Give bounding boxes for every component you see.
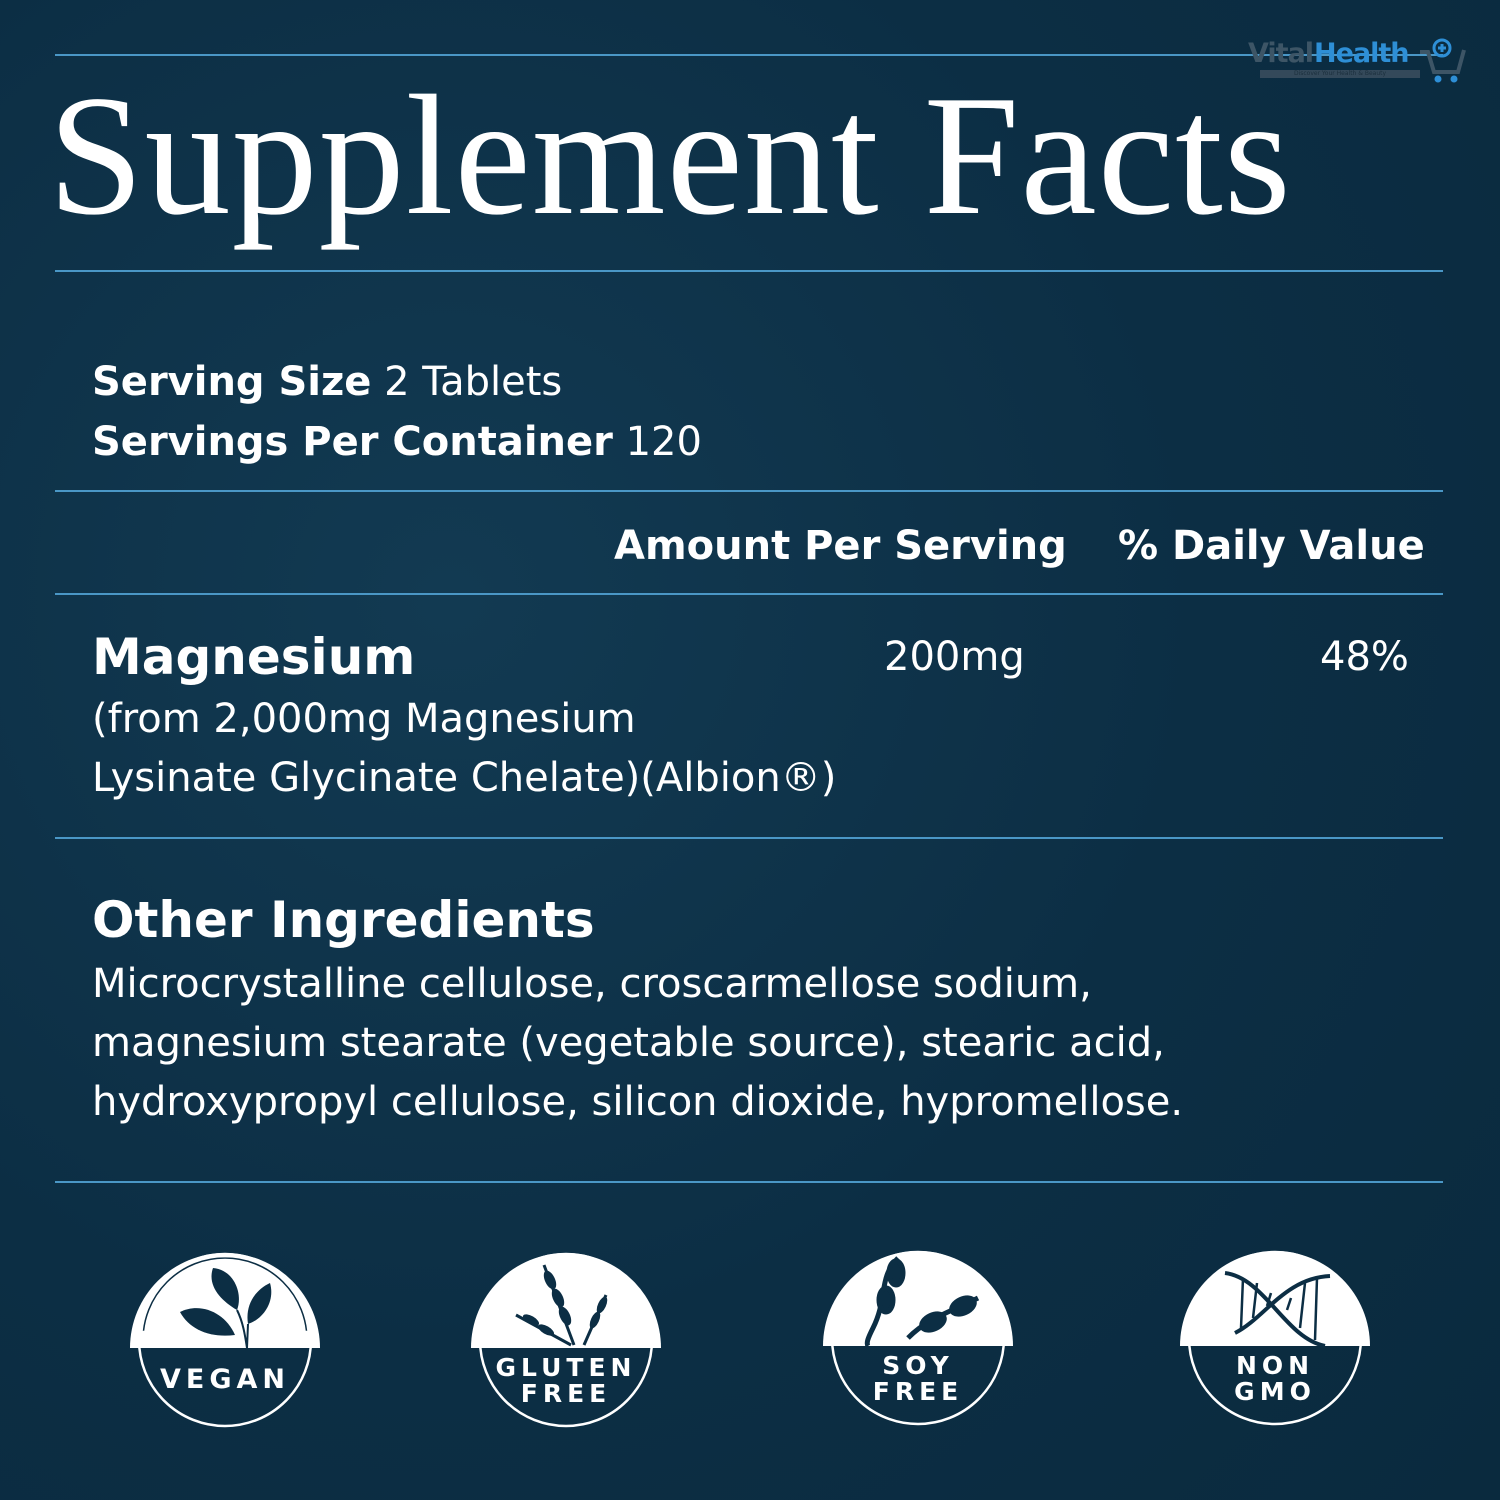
divider [55,490,1443,492]
divider [55,1181,1443,1183]
vegan-badge: VEGAN [125,1240,325,1440]
nutrient-amount: 200mg [884,634,1025,680]
nutrient-detail: Lysinate Glycinate Chelate)(Albion®) [92,755,837,801]
wheat-icon [515,1264,608,1347]
cart-plus-icon [1420,38,1466,83]
dna-icon [1224,1271,1331,1348]
badge-label: GMO [1234,1377,1316,1406]
nutrient-daily-value: 48% [1320,634,1409,680]
servings-per-container-value: 120 [625,419,702,465]
other-ingredients-line: magnesium stearate (vegetable source), s… [92,1020,1165,1066]
divider [55,837,1443,839]
serving-size: Serving Size 2 Tablets [92,362,562,402]
leaf-icon [180,1268,272,1349]
badge-label: FREE [521,1379,611,1408]
badge-label: FREE [873,1377,963,1406]
badge-label: GLUTEN [496,1353,637,1382]
non-gmo-badge: NON GMO [1175,1238,1375,1438]
divider [55,270,1443,272]
divider [55,593,1443,595]
divider [55,54,1443,56]
page-title: Supplement Facts [48,61,1292,251]
header-amount-per-serving: Amount Per Serving [614,523,1067,569]
nutrient-name: Magnesium [92,628,416,686]
nutrient-detail: (from 2,000mg Magnesium [92,696,636,742]
vitalhealth-logo: Vital Health Discover Your Health & Beau… [1248,38,1473,84]
gluten-free-badge: GLUTEN FREE [466,1240,666,1440]
soybean-icon [864,1256,980,1348]
servings-per-container-label: Servings Per Container [92,419,613,465]
logo-text-vital: Vital [1248,38,1314,69]
badge-label: NON [1236,1351,1314,1380]
logo-tagline: Discover Your Health & Beauty [1260,70,1420,78]
soy-free-badge: SOY FREE [818,1238,1018,1438]
badge-label: VEGAN [160,1364,290,1395]
other-ingredients-heading: Other Ingredients [92,891,595,949]
serving-size-value: 2 Tablets [384,359,563,405]
serving-size-label: Serving Size [92,359,372,405]
badge-label: SOY [882,1351,953,1380]
header-daily-value: % Daily Value [1118,523,1425,569]
logo-text-health: Health [1314,38,1410,69]
servings-per-container: Servings Per Container 120 [92,422,702,462]
other-ingredients-line: Microcrystalline cellulose, croscarmello… [92,961,1092,1007]
other-ingredients-line: hydroxypropyl cellulose, silicon dioxide… [92,1079,1184,1125]
